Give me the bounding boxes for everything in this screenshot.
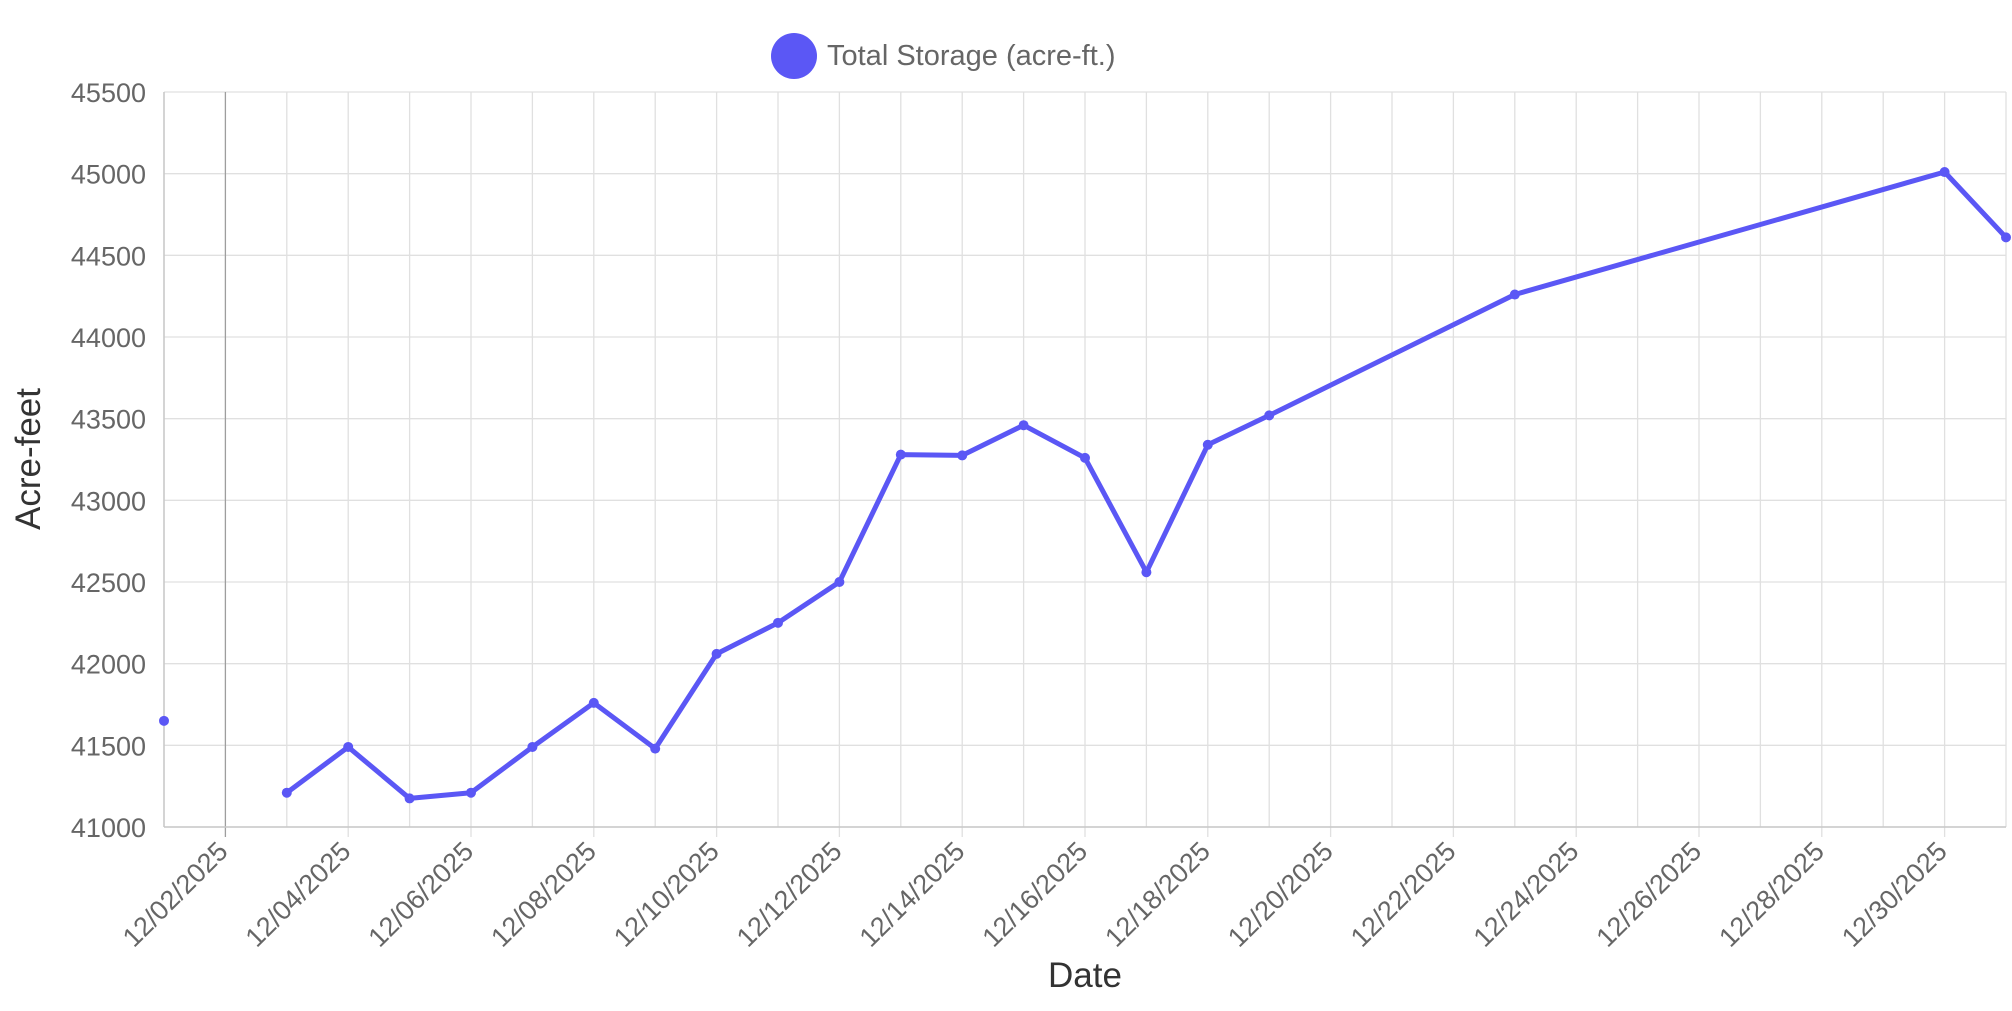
data-point[interactable] <box>527 741 538 752</box>
x-tick-label: 12/12/2025 <box>731 836 848 953</box>
data-point[interactable] <box>404 793 415 804</box>
y-tick-label: 41000 <box>71 813 146 843</box>
y-axis-title: Acre-feet <box>9 388 48 530</box>
series-line <box>284 169 2009 801</box>
x-tick-label: 12/18/2025 <box>1099 836 1216 953</box>
data-point[interactable] <box>773 617 783 628</box>
data-point[interactable] <box>159 715 169 726</box>
data-point[interactable] <box>711 648 722 659</box>
data-point[interactable] <box>1018 420 1029 431</box>
x-tick-label: 12/16/2025 <box>976 836 1093 953</box>
x-tick-label: 12/04/2025 <box>240 836 357 953</box>
data-point[interactable] <box>1141 567 1152 578</box>
axes: 41000 41500 42000 42500 43000 43500 44000 44500… <box>71 78 2006 953</box>
x-tick-label: 12/30/2025 <box>1836 836 1953 953</box>
y-tick-label: 44000 <box>71 323 146 353</box>
y-tick-label: 45000 <box>71 160 146 190</box>
data-point[interactable] <box>895 449 906 460</box>
data-point[interactable] <box>957 450 968 461</box>
x-tick-label: 12/26/2025 <box>1590 836 1707 953</box>
y-tick-label: 42000 <box>71 650 146 680</box>
x-tick-label: 12/28/2025 <box>1713 836 1830 953</box>
legend-swatch[interactable] <box>771 33 817 79</box>
y-tick-label: 45500 <box>71 78 146 108</box>
data-point[interactable] <box>343 741 354 752</box>
x-tick-label: 12/06/2025 <box>362 836 479 953</box>
legend-label[interactable]: Total Storage (acre-ft.) <box>827 40 1116 72</box>
data-point[interactable] <box>650 743 661 754</box>
y-tick-label: 42500 <box>71 568 146 598</box>
data-point[interactable] <box>1080 452 1090 463</box>
data-point[interactable] <box>2001 232 2011 243</box>
y-tick-label: 43500 <box>71 405 146 435</box>
data-point[interactable] <box>281 787 292 798</box>
x-tick-label: 12/02/2025 <box>117 836 234 953</box>
x-tick-label: 12/20/2025 <box>1222 836 1339 953</box>
legend[interactable]: Total Storage (acre-ft.) <box>771 33 1116 79</box>
data-point[interactable] <box>1264 410 1275 421</box>
x-tick-label: 12/14/2025 <box>854 836 971 953</box>
x-axis-title: Date <box>1048 956 1122 995</box>
grid <box>163 91 2007 837</box>
data-point[interactable] <box>1509 289 1520 300</box>
data-point[interactable] <box>466 787 476 798</box>
x-tick-label: 12/08/2025 <box>485 836 602 953</box>
data-point[interactable] <box>1939 167 1950 178</box>
series <box>159 167 2011 804</box>
data-point[interactable] <box>1202 439 1213 450</box>
y-tick-label: 41500 <box>71 731 146 761</box>
x-tick-label: 12/10/2025 <box>608 836 725 953</box>
x-tick-label: 12/24/2025 <box>1468 836 1585 953</box>
y-tick-label: 43000 <box>71 486 146 516</box>
x-tick-label: 12/22/2025 <box>1345 836 1462 953</box>
y-tick-label: 44500 <box>71 241 146 271</box>
data-point[interactable] <box>588 697 599 708</box>
data-point[interactable] <box>834 577 845 587</box>
